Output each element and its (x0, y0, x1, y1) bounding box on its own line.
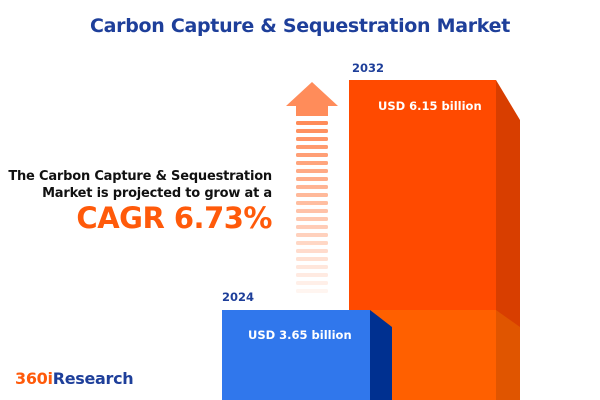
arrow-stripe (296, 201, 328, 205)
arrow-stripe (296, 121, 328, 125)
data-label-2032: USD 6.15 billion (378, 99, 482, 113)
arrow-stripe (296, 129, 328, 133)
arrow-stripe (296, 225, 328, 229)
data-label-2024: USD 3.65 billion (248, 328, 352, 342)
year-label-2024: 2024 (222, 290, 255, 304)
arrow-stripe (296, 145, 328, 149)
arrow-stripe (296, 185, 328, 189)
arrow-stripe (296, 193, 328, 197)
year-label-2032: 2032 (352, 61, 385, 75)
arrow-stripe (296, 161, 328, 165)
arrow-stripe (296, 273, 328, 277)
bar-2024 (222, 310, 370, 400)
description: The Carbon Capture & Sequestration Marke… (8, 168, 272, 202)
arrow-stripe (296, 169, 328, 173)
arrow-stripes (296, 121, 328, 293)
arrow-stripe (296, 265, 328, 269)
description-line-2: Market is projected to grow at a (42, 186, 272, 201)
arrow-stripe (296, 241, 328, 245)
description-line-1: The Carbon Capture & Sequestration (8, 169, 272, 184)
arrow-stripe (296, 233, 328, 237)
bar-2032-lower-side (496, 310, 520, 400)
logo-part-1: 360i (15, 369, 53, 388)
arrow-stripe (296, 177, 328, 181)
arrow-stripe (296, 281, 328, 285)
chart-title: Carbon Capture & Sequestration Market (89, 15, 510, 37)
cagr-value: CAGR 6.73% (76, 201, 272, 235)
arrow-stripe (296, 137, 328, 141)
growth-arrow-icon (286, 82, 338, 116)
logo-part-2: Research (52, 369, 134, 388)
logo: 360iResearch (15, 369, 134, 388)
arrow-stripe (296, 209, 328, 213)
arrow-stripe (296, 257, 328, 261)
arrow-stripe (296, 153, 328, 157)
bar-2024-side (370, 310, 392, 400)
arrow-stripe (296, 217, 328, 221)
arrow-stripe (296, 249, 328, 253)
arrow-stripe (296, 289, 328, 293)
